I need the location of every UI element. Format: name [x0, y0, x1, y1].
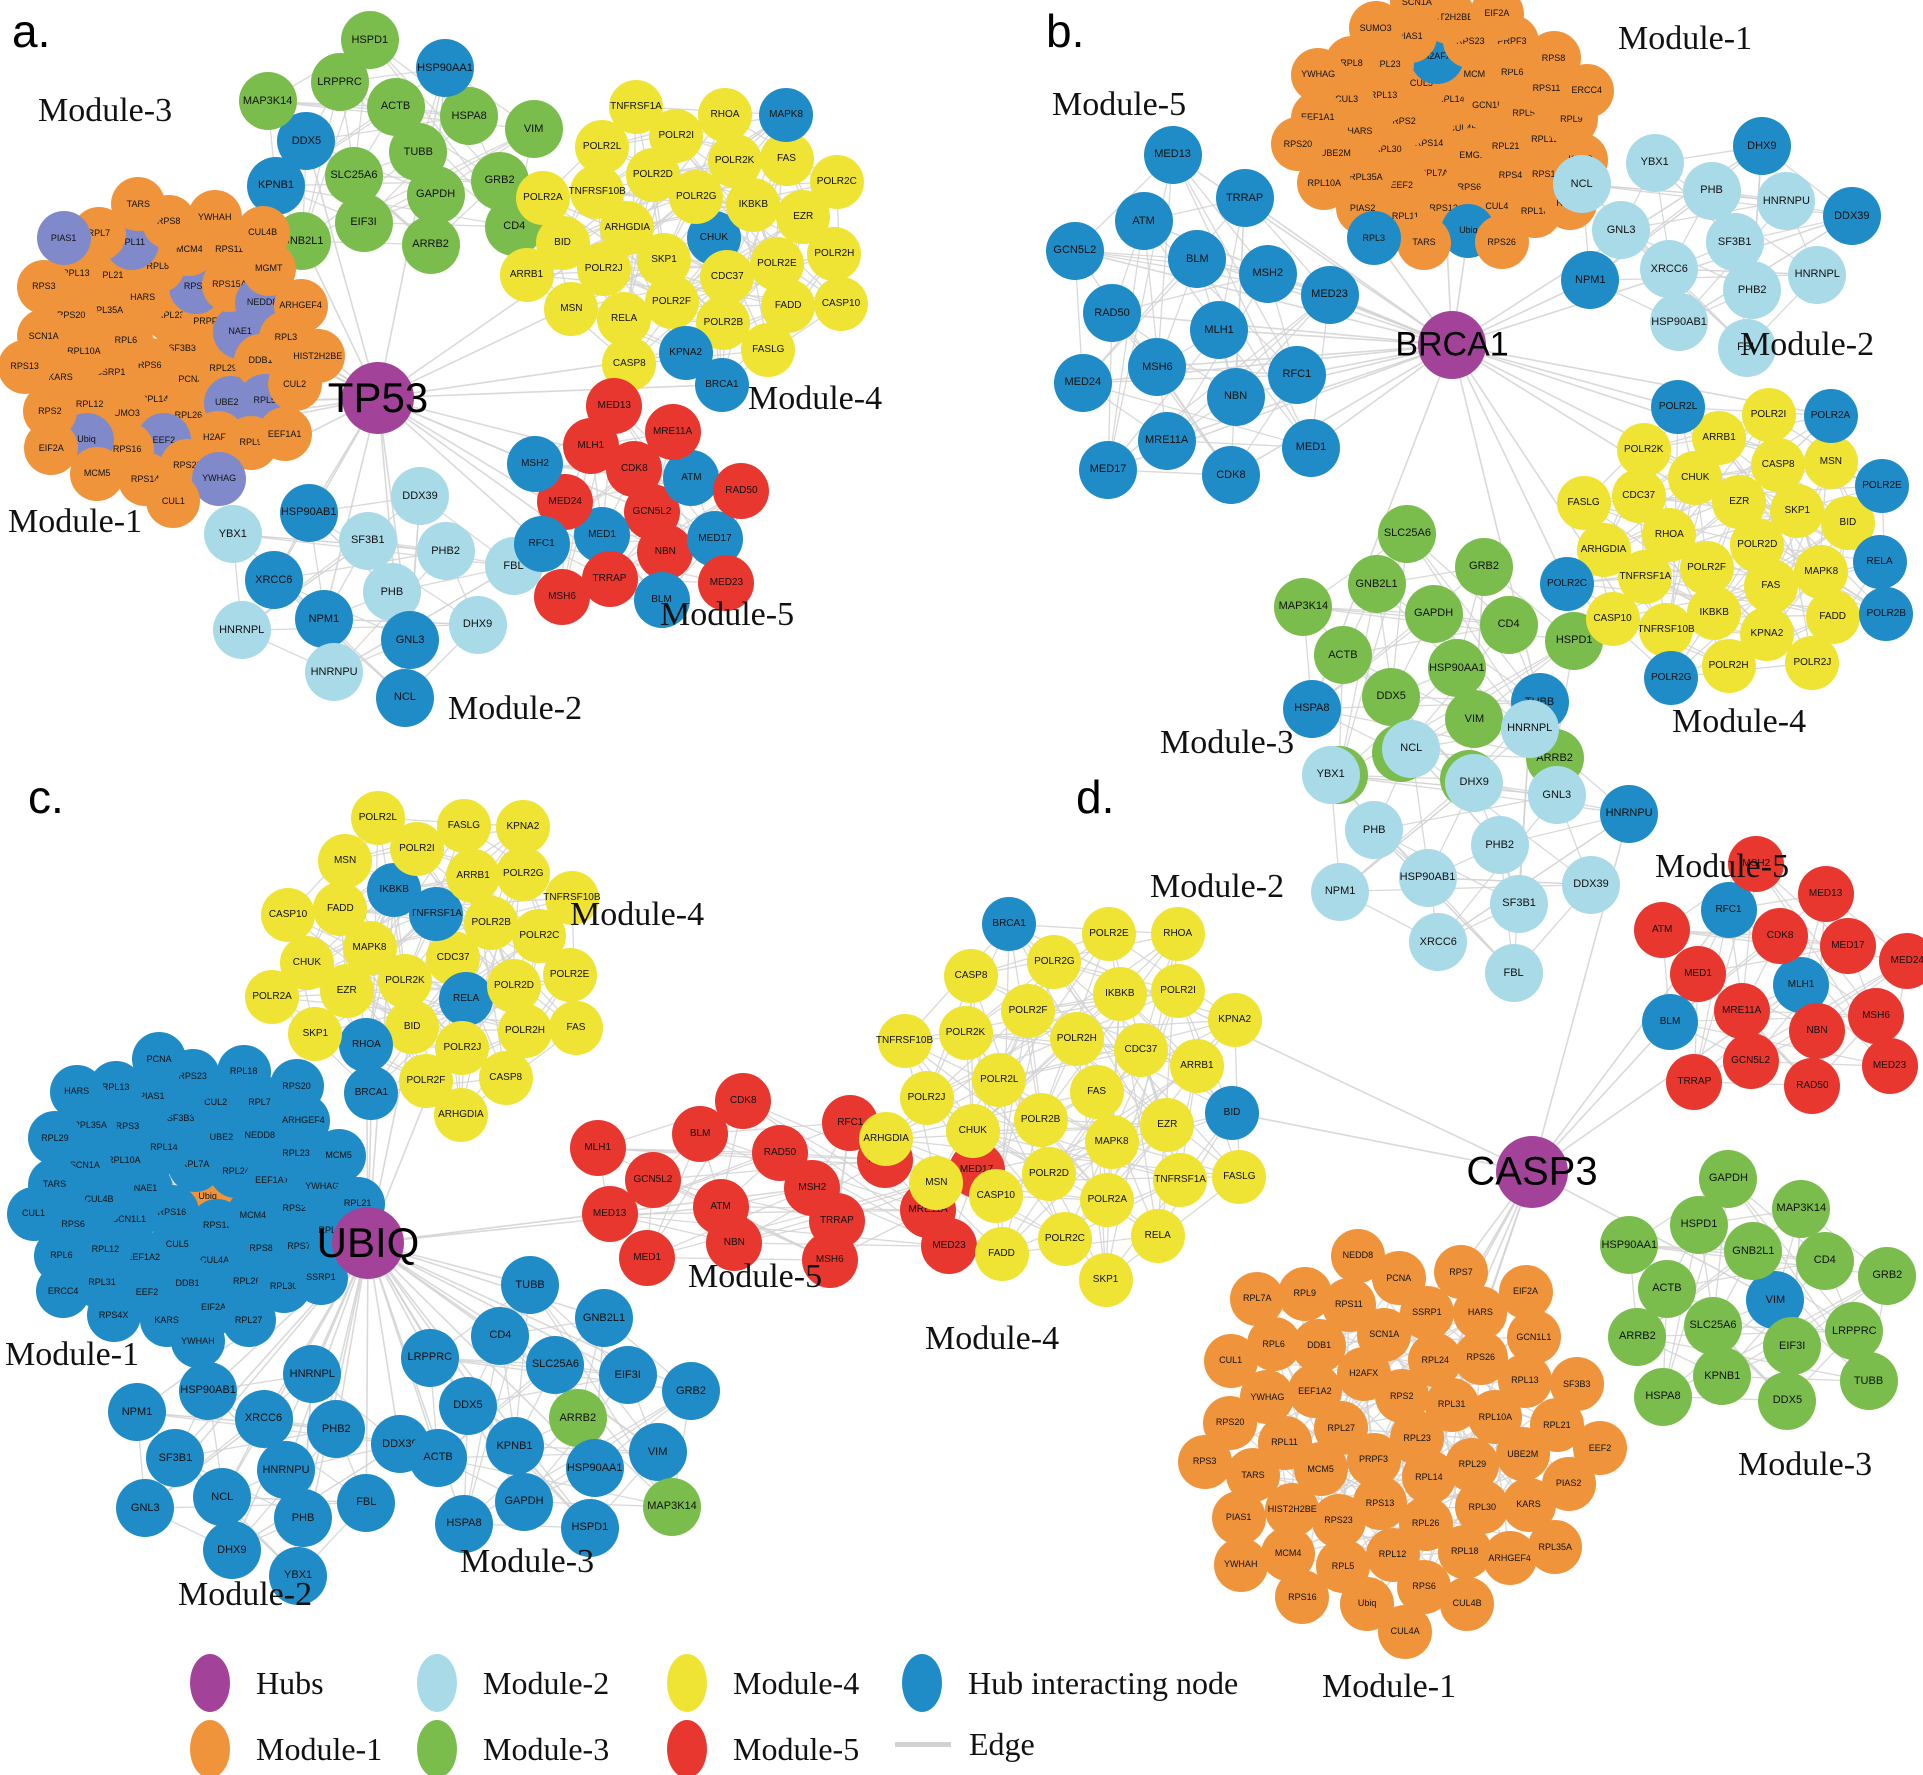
legend-item-hub-interacting-node: Hub interacting node [902, 1654, 1238, 1712]
legend-item-module5: Module-5 [667, 1720, 859, 1775]
module5-swatch [667, 1720, 707, 1775]
legend-item-hubs: Hubs [190, 1654, 324, 1712]
legend-label: Module-2 [483, 1664, 610, 1701]
legend-label: Hubs [256, 1664, 324, 1701]
legend-item-module1: Module-1 [190, 1720, 382, 1775]
hub-swatch [190, 1654, 230, 1712]
edge-swatch [895, 1742, 951, 1747]
legend-label: Module-5 [733, 1730, 860, 1767]
legend-item-module3: Module-3 [417, 1720, 609, 1775]
legend-label: Module-1 [256, 1730, 383, 1767]
hub-interacting-swatch [902, 1654, 942, 1712]
legend-item-module2: Module-2 [417, 1654, 609, 1712]
legend-label: Module-3 [483, 1730, 610, 1767]
legend-label: Hub interacting node [968, 1664, 1239, 1701]
legend-label: Edge [969, 1726, 1035, 1762]
module2-swatch [417, 1654, 457, 1712]
legend-item-edge: Edge [895, 1726, 1035, 1763]
legend-item-module4: Module-4 [667, 1654, 859, 1712]
legend-label: Module-4 [733, 1664, 860, 1701]
module1-swatch [190, 1720, 230, 1775]
module3-swatch [417, 1720, 457, 1775]
module4-swatch [667, 1654, 707, 1712]
